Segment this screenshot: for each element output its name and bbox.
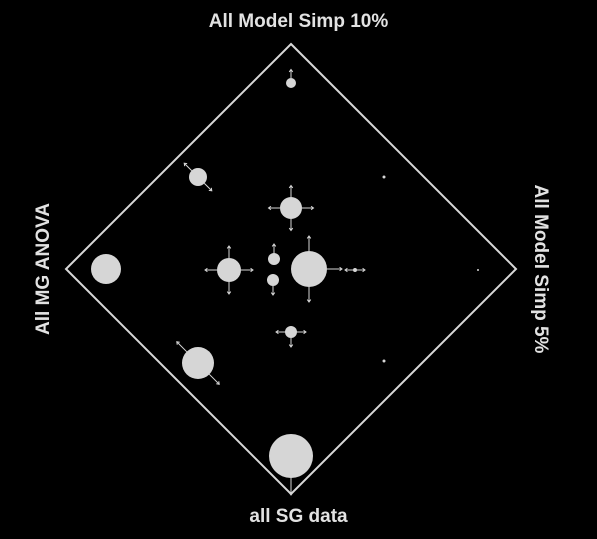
node-7 bbox=[267, 274, 279, 286]
node-9 bbox=[353, 268, 357, 272]
node-6-arrowhead bbox=[271, 243, 277, 247]
node-11-arrowhead bbox=[275, 329, 279, 335]
node-14-arrowhead bbox=[288, 492, 294, 496]
corner-label-top: All Model Simp 10% bbox=[208, 11, 389, 32]
node-8-arrowhead bbox=[306, 299, 312, 303]
node-1-arrowhead bbox=[208, 187, 213, 192]
node-12-arrow bbox=[176, 341, 188, 353]
node-12-arrow bbox=[208, 373, 220, 385]
node-5 bbox=[217, 258, 241, 282]
node-3-arrowhead bbox=[267, 205, 272, 211]
node-1-arrow bbox=[183, 162, 192, 171]
node-3 bbox=[280, 197, 302, 219]
node-9-arrowhead bbox=[362, 267, 366, 273]
node-0-arrowhead bbox=[288, 68, 294, 73]
node-6 bbox=[268, 253, 280, 265]
corner-label-bottom: all SG data bbox=[249, 506, 348, 527]
node-10 bbox=[477, 269, 479, 271]
nodes-layer bbox=[91, 68, 479, 496]
node-5-arrowhead bbox=[250, 267, 254, 273]
node-14 bbox=[269, 434, 313, 478]
node-7-arrowhead bbox=[270, 292, 276, 296]
node-3-arrowhead bbox=[288, 184, 294, 189]
node-0 bbox=[286, 78, 296, 88]
node-9-arrowhead bbox=[344, 267, 348, 273]
node-13 bbox=[382, 359, 386, 363]
node-3-arrowhead bbox=[288, 227, 294, 232]
node-4 bbox=[91, 254, 121, 284]
node-1-arrow bbox=[204, 183, 213, 192]
node-12-arrowhead bbox=[216, 381, 220, 385]
node-11-arrowhead bbox=[303, 329, 307, 335]
node-5-arrowhead bbox=[226, 291, 232, 295]
node-1 bbox=[189, 168, 207, 186]
node-8-arrowhead bbox=[306, 235, 312, 239]
node-11-arrowhead bbox=[288, 344, 294, 348]
node-3-arrowhead bbox=[310, 205, 315, 211]
node-1-arrowhead bbox=[183, 162, 188, 167]
node-12-arrowhead bbox=[176, 341, 180, 345]
node-2 bbox=[382, 175, 386, 179]
node-8-arrowhead bbox=[339, 266, 343, 272]
node-5-arrowhead bbox=[204, 267, 208, 273]
node-11 bbox=[285, 326, 297, 338]
node-5-arrowhead bbox=[226, 245, 232, 249]
node-8 bbox=[291, 251, 327, 287]
node-12 bbox=[182, 347, 214, 379]
